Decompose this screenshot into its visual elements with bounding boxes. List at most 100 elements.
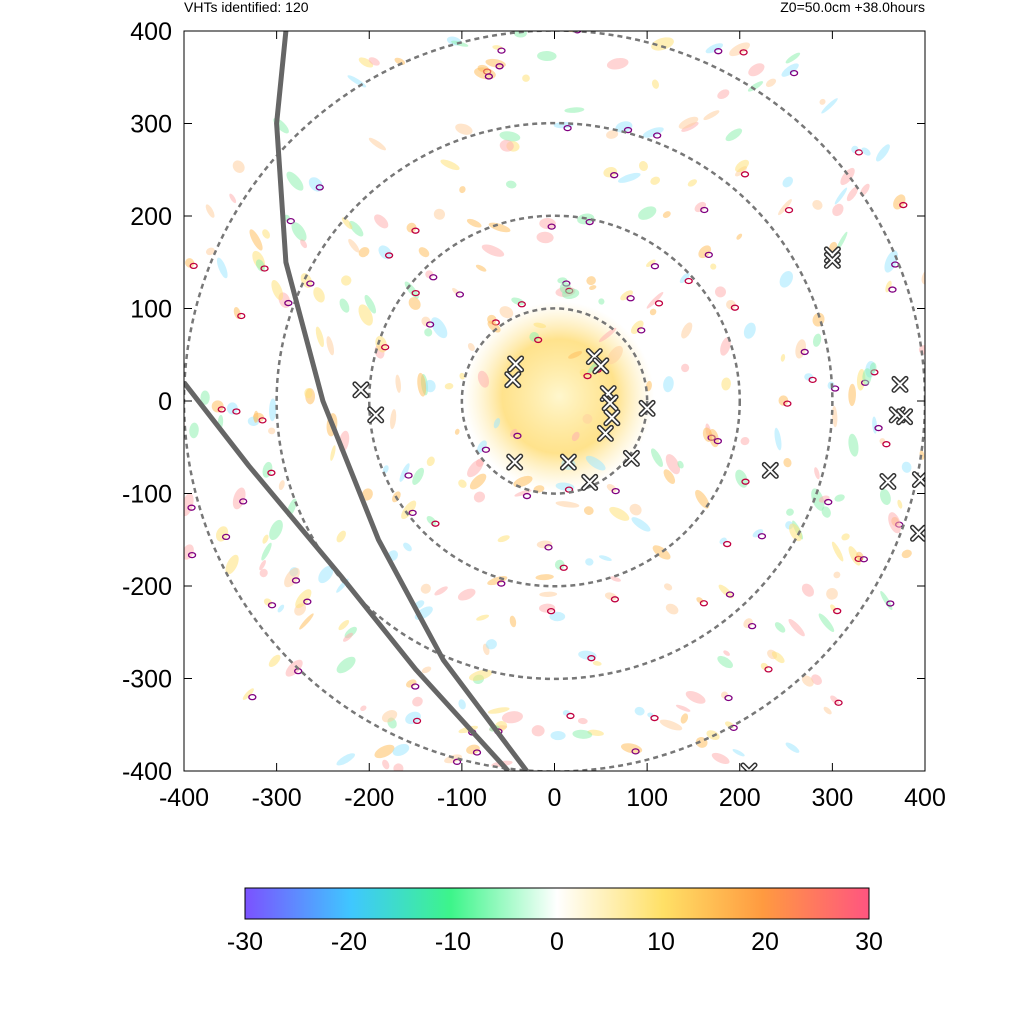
- field-blob: [928, 202, 937, 214]
- field-blob: [269, 398, 277, 422]
- vorticity-contour: [412, 717, 422, 725]
- field-blob: [821, 98, 838, 114]
- field-blob: [578, 650, 597, 660]
- field-blob: [529, 331, 540, 342]
- range-ring-layer: [184, 31, 925, 771]
- vht-marker-cross: [598, 426, 613, 441]
- field-blob: [788, 523, 802, 542]
- vorticity-contour: [546, 607, 556, 615]
- field-blob: [801, 675, 814, 687]
- field-blob: [629, 503, 642, 516]
- field-blob: [577, 717, 588, 725]
- field-blob: [848, 383, 856, 407]
- x-tick-label: -400: [159, 784, 209, 812]
- field-blob: [225, 554, 239, 575]
- field-blob: [876, 144, 890, 162]
- vorticity-contour: [481, 446, 491, 453]
- field-blob: [638, 206, 657, 220]
- vorticity-contour: [730, 304, 740, 311]
- field-blob: [695, 489, 710, 509]
- field-blob: [604, 592, 617, 601]
- vorticity-contour: [484, 73, 494, 80]
- vorticity-contour: [942, 419, 949, 424]
- field-blob: [473, 491, 486, 503]
- field-blob: [487, 707, 510, 714]
- field-blob: [284, 567, 300, 588]
- field-blob: [937, 409, 945, 429]
- vorticity-contour: [714, 48, 723, 55]
- vorticity-contour: [237, 312, 246, 320]
- field-blob: [466, 744, 480, 755]
- field-blob: [785, 742, 800, 753]
- vht-marker: [622, 449, 640, 467]
- vht-marker-cross: [353, 382, 368, 397]
- field-blob: [677, 460, 684, 469]
- field-blob: [330, 445, 336, 461]
- field-blob: [444, 383, 454, 390]
- plot-area: [147, 31, 985, 771]
- field-blob: [539, 218, 556, 230]
- field-blob: [681, 122, 699, 132]
- field-blob: [774, 622, 786, 633]
- vorticity-contour: [725, 591, 735, 598]
- vht-marker: [367, 406, 385, 424]
- field-blob: [665, 454, 681, 475]
- field-blob: [522, 74, 530, 82]
- field-blob: [823, 706, 832, 715]
- field-blob: [603, 167, 618, 178]
- field-blob: [901, 461, 912, 473]
- field-blob: [381, 710, 398, 723]
- y-tick-label: -200: [122, 573, 172, 601]
- field-blob: [147, 352, 157, 371]
- vht-marker-cross: [603, 395, 618, 410]
- field-blob: [976, 411, 985, 425]
- field-blob: [664, 583, 673, 591]
- field-blob: [513, 475, 533, 488]
- field-blob: [609, 506, 630, 521]
- field-blob: [760, 662, 769, 670]
- vorticity-contour: [315, 184, 324, 191]
- x-tick-label: 200: [719, 784, 761, 812]
- field-blob: [382, 759, 390, 770]
- field-blob: [729, 42, 751, 57]
- colorbar-tick-label: 10: [647, 928, 675, 956]
- field-blob: [598, 555, 612, 562]
- vorticity-contour: [497, 47, 506, 54]
- vht-marker: [896, 408, 914, 426]
- field-blob: [262, 534, 269, 544]
- field-blob: [216, 526, 229, 542]
- vht-marker-cross: [893, 377, 907, 392]
- field-blob: [412, 696, 423, 707]
- field-blob: [263, 598, 273, 606]
- vorticity-contour: [739, 49, 748, 56]
- field-blob: [216, 257, 228, 279]
- vorticity-contour: [653, 132, 662, 139]
- vorticity-contour: [411, 227, 420, 234]
- field-blob: [708, 428, 719, 448]
- x-tick-label: 0: [548, 784, 562, 812]
- field-blob: [725, 128, 743, 142]
- vorticity-contour: [789, 69, 799, 77]
- field-blob: [721, 377, 731, 391]
- field-blob: [382, 465, 389, 474]
- field-blob: [268, 427, 276, 435]
- field-blob: [205, 247, 215, 256]
- field-blob: [651, 37, 674, 51]
- field-layer: [147, 31, 985, 771]
- field-blob: [476, 440, 487, 454]
- vorticity-contour: [654, 300, 664, 307]
- vht-marker-cross: [825, 253, 840, 268]
- field-blob: [255, 259, 265, 272]
- vht-marker-cross: [593, 358, 608, 373]
- field-blob: [242, 688, 254, 700]
- field-blob: [652, 545, 671, 560]
- vht-marker: [823, 251, 841, 269]
- range-ring: [368, 214, 741, 588]
- vht-marker: [596, 424, 614, 442]
- field-blob: [885, 280, 892, 293]
- field-blob: [598, 298, 605, 305]
- field-blob: [714, 286, 727, 298]
- y-tick-label: 100: [130, 296, 172, 324]
- vht-marker: [910, 524, 925, 542]
- field-blob: [421, 316, 431, 327]
